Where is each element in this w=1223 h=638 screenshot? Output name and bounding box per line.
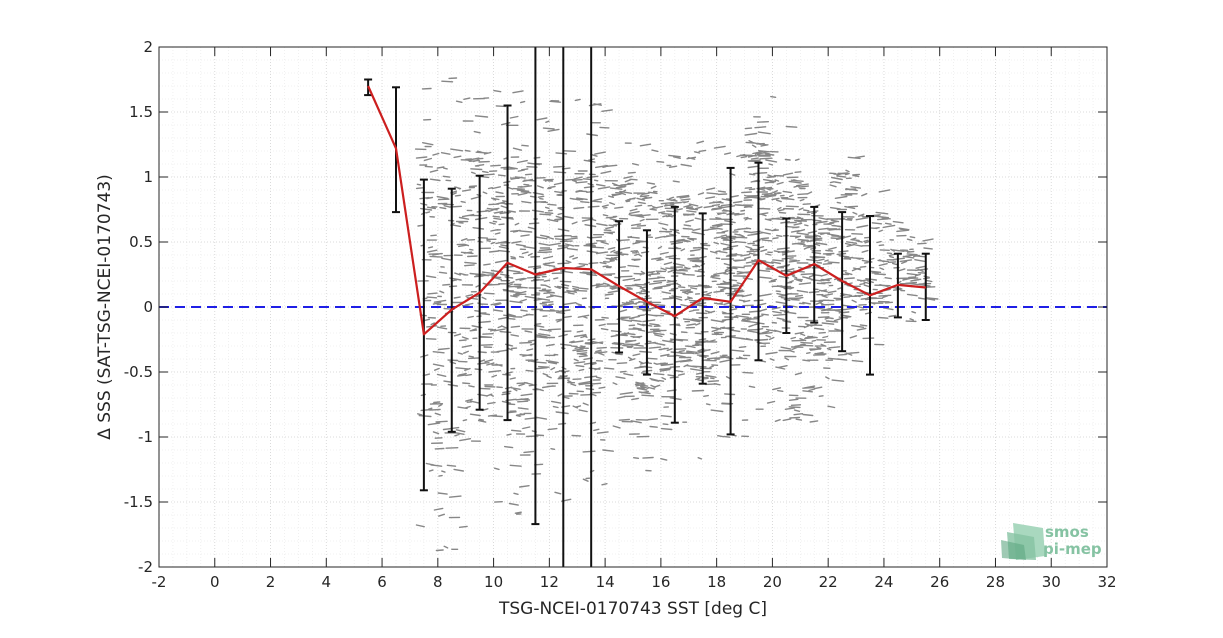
axis-ticks [158,46,1108,568]
smos-pi-mep-logo: smos pi-mep [1001,523,1102,560]
x-tick-label: 24 [874,573,893,591]
x-tick-label: 22 [819,573,838,591]
y-tick-label: -1 [138,428,153,446]
x-tick-label: 4 [322,573,332,591]
x-tick-label: 20 [763,573,782,591]
scatter-cloud [414,77,939,552]
x-axis-label: TSG-NCEI-0170743 SST [deg C] [498,599,767,619]
x-tick-label: 12 [540,573,559,591]
x-tick-label: 26 [930,573,949,591]
x-tick-labels: -2 0 2 4 6 8 10 12 14 16 18 20 22 24 26 28 30 32 [152,573,1117,591]
scatter-streaks [414,77,939,552]
x-tick-label: -2 [152,573,167,591]
y-tick-labels: -2 -1.5 -1 -0.5 0 0.5 1 1.5 2 [124,38,153,576]
x-tick-label: 30 [1042,573,1061,591]
x-tick-label: 14 [596,573,615,591]
y-tick-label: -0.5 [124,363,153,381]
mean-line [367,85,926,336]
x-tick-label: 10 [484,573,503,591]
x-tick-label: 16 [651,573,670,591]
x-tick-label: 0 [210,573,220,591]
y-tick-label: -2 [138,558,153,576]
logo-text-smos: smos [1045,523,1089,541]
y-tick-label: 1.5 [129,103,153,121]
x-tick-label: 18 [707,573,726,591]
logo-text-pi-mep: pi-mep [1043,540,1102,558]
x-tick-label: 28 [986,573,1005,591]
x-tick-label: 6 [377,573,387,591]
y-tick-label: 1 [143,168,153,186]
y-tick-label: -1.5 [124,493,153,511]
logo-mark [1001,523,1045,560]
x-tick-label: 32 [1097,573,1116,591]
y-tick-label: 2 [143,38,153,56]
y-tick-label: 0.5 [129,233,153,251]
x-tick-label: 8 [433,573,443,591]
y-tick-label: 0 [143,298,153,316]
y-axis-label: Δ SSS (SAT-TSG-NCEI-0170743) [95,174,115,440]
x-tick-label: 2 [266,573,276,591]
